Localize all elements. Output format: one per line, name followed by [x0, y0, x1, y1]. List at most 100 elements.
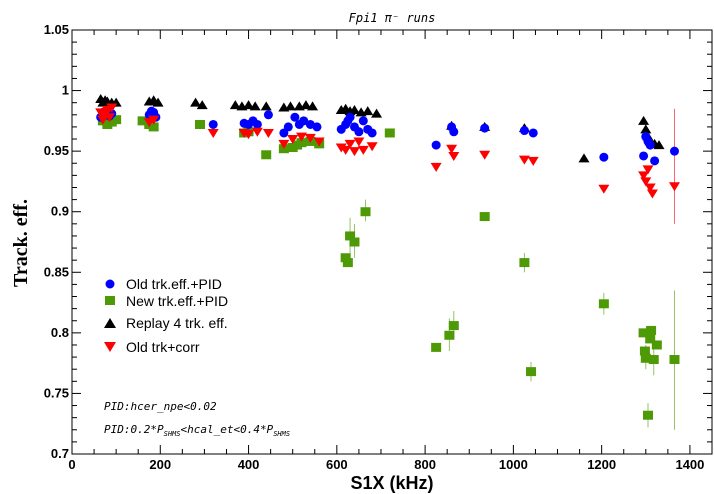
point-new-trk-eff	[349, 237, 360, 247]
point-old-trk-corr	[446, 144, 458, 154]
point-new-trk-eff	[519, 258, 530, 268]
point-old-trk-corr	[638, 171, 650, 181]
y-tick-label: 0.8	[51, 325, 69, 340]
point-old-trk-eff	[367, 128, 377, 138]
point-old-trk-corr	[430, 162, 442, 172]
point-old-trk-corr	[366, 142, 378, 152]
point-replay4	[243, 100, 255, 110]
point-new-trk-eff	[646, 325, 657, 335]
x-tick-label: 600	[326, 457, 348, 472]
point-old-trk-eff	[449, 127, 459, 137]
point-replay4	[190, 97, 202, 107]
point-old-trk-corr	[348, 147, 360, 157]
y-tick-label: 0.85	[44, 264, 69, 279]
chart-title: Fpi1 π⁻ runs	[349, 11, 436, 25]
legend: Old trk.eff.+PID New trk.eff.+PID Replay…	[104, 276, 228, 355]
point-new-trk-eff	[643, 410, 653, 420]
x-tick-label: 1200	[587, 457, 616, 472]
point-new-trk-eff	[669, 355, 680, 365]
point-new-trk-eff	[384, 128, 395, 138]
point-replay4	[249, 101, 261, 111]
point-replay4	[348, 104, 360, 114]
point-old-trk-corr	[340, 145, 352, 155]
point-old-trk-eff	[431, 140, 441, 150]
point-replay4	[229, 100, 241, 110]
point-old-trk-corr	[448, 151, 460, 161]
point-new-trk-eff	[340, 253, 351, 263]
point-replay4	[196, 100, 208, 110]
point-new-trk-eff	[638, 328, 649, 338]
annotation-pid-hcal: PID:0.2*PSHMS<hcal_et<0.4*PSHMS	[104, 423, 290, 438]
point-old-trk-eff	[358, 116, 368, 126]
point-old-trk-corr	[95, 108, 107, 118]
annotation-pid-npe: PID:hcer_npe<0.02	[104, 400, 217, 413]
point-new-trk-eff	[431, 342, 442, 352]
point-replay4	[578, 153, 590, 163]
point-new-trk-eff	[360, 207, 371, 217]
legend-marker-old-trk-eff	[105, 279, 115, 289]
x-axis-title: S1X (kHz)	[350, 473, 433, 493]
point-old-trk-eff	[290, 112, 300, 122]
point-new-trk-eff	[137, 116, 148, 126]
y-tick-label: 0.7	[51, 446, 69, 461]
point-new-trk-eff	[148, 122, 159, 132]
point-old-trk-eff	[252, 119, 262, 129]
point-old-trk-corr	[104, 113, 116, 123]
point-new-trk-eff	[651, 340, 662, 350]
legend-marker-new-trk-eff	[105, 296, 115, 305]
point-old-trk-eff	[263, 110, 273, 120]
point-old-trk-eff	[645, 140, 655, 150]
point-old-trk-corr	[287, 135, 299, 145]
point-old-trk-corr	[148, 115, 160, 125]
point-old-trk-corr	[278, 139, 290, 149]
point-replay4	[653, 140, 665, 150]
point-new-trk-eff	[648, 355, 659, 365]
y-tick-label: 0.75	[44, 385, 69, 400]
point-replay4	[640, 124, 652, 134]
point-old-trk-corr	[207, 128, 219, 138]
point-old-trk-eff	[639, 151, 649, 161]
point-new-trk-eff	[345, 231, 356, 241]
y-tick-label: 1	[62, 83, 69, 98]
point-old-trk-corr	[304, 133, 316, 143]
point-replay4	[307, 101, 319, 111]
legend-label-old-trk-corr: Old trk+corr	[126, 339, 200, 355]
point-old-trk-corr	[353, 137, 365, 147]
point-old-trk-corr	[344, 139, 356, 149]
y-axis-title: Track. eff.	[10, 199, 32, 287]
point-new-trk-eff	[479, 212, 490, 222]
point-new-trk-eff	[444, 330, 455, 340]
point-new-trk-eff	[448, 321, 459, 331]
point-new-trk-eff	[598, 299, 609, 309]
point-old-trk-eff	[528, 128, 538, 138]
y-tick-label: 0.95	[44, 143, 69, 158]
point-old-trk-eff	[354, 127, 364, 137]
legend-label-old-trk-eff: Old trk.eff.+PID	[126, 276, 222, 292]
point-replay4	[260, 101, 272, 111]
y-tick-label: 1.05	[44, 22, 69, 37]
plot-frame	[71, 29, 713, 455]
point-new-trk-eff	[342, 258, 353, 268]
legend-marker-replay4	[104, 318, 116, 328]
point-new-trk-eff	[645, 334, 656, 344]
point-old-trk-corr	[335, 143, 347, 153]
point-new-trk-eff	[111, 115, 122, 125]
legend-label-replay4: Replay 4 trk. eff.	[126, 315, 228, 331]
point-replay4	[152, 97, 164, 107]
point-old-trk-corr	[357, 145, 369, 155]
x-tick-label: 200	[149, 457, 171, 472]
point-replay4	[638, 115, 650, 125]
point-old-trk-corr	[668, 182, 680, 192]
point-new-trk-eff	[261, 150, 272, 160]
point-old-trk-eff	[312, 122, 322, 132]
point-replay4	[300, 100, 312, 110]
legend-label-new-trk-eff: New trk.eff.+PID	[126, 293, 228, 309]
point-old-trk-corr	[479, 150, 491, 160]
x-tick-label: 800	[414, 457, 436, 472]
x-tick-label: 1400	[675, 457, 704, 472]
x-tick-label: 1000	[499, 457, 528, 472]
point-old-trk-corr	[642, 165, 654, 175]
point-replay4	[362, 106, 374, 116]
point-old-trk-eff	[208, 119, 218, 129]
